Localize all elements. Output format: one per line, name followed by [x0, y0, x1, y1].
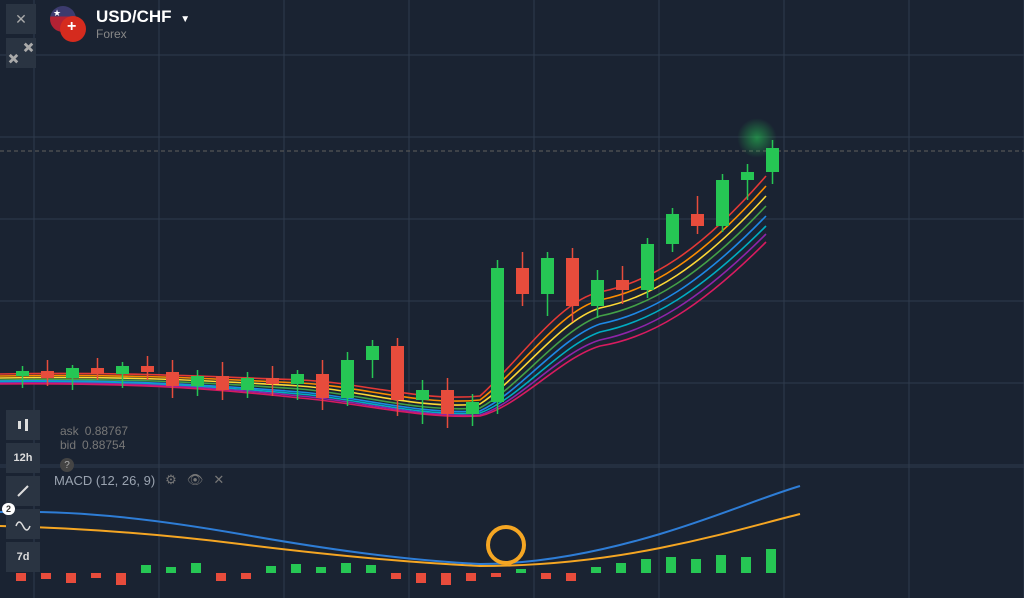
chart-type-button[interactable] — [6, 410, 40, 440]
macd-crossover-highlight — [486, 525, 526, 565]
pair-type: Forex — [96, 27, 190, 41]
currency-flags-icon — [50, 6, 86, 42]
timeframe-12h-button[interactable]: 12h — [6, 443, 40, 473]
indicator-settings-icon[interactable]: ⚙ — [165, 472, 177, 488]
close-button[interactable]: ✕ — [6, 4, 36, 34]
indicators-button[interactable]: 2 — [6, 509, 40, 539]
macd-label: MACD (12, 26, 9) ⚙ 👁 ✕ — [54, 472, 224, 488]
timeframe-7d-button[interactable]: 7d — [6, 542, 40, 572]
indicator-remove-icon[interactable]: ✕ — [213, 472, 224, 488]
quote-panel: ask0.88767 bid 0.88754 ? — [60, 424, 128, 472]
price-chart[interactable] — [0, 0, 1024, 598]
instrument-header[interactable]: USD/CHF ▼ Forex — [50, 6, 190, 42]
price-glow — [737, 118, 777, 158]
pair-name: USD/CHF ▼ — [96, 7, 190, 27]
drawing-tools-button[interactable] — [6, 476, 40, 506]
help-icon[interactable]: ? — [60, 458, 74, 472]
indicator-visibility-icon[interactable]: 👁 — [187, 472, 204, 488]
collapse-button[interactable] — [6, 38, 36, 68]
